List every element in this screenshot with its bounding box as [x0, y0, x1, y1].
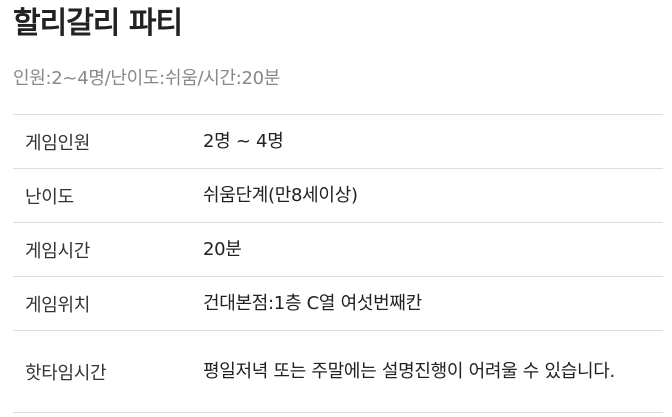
row-label: 게임위치 — [25, 294, 91, 316]
row-label: 난이도 — [25, 186, 74, 208]
row-value: 쉬움단계(만8세이상) — [203, 185, 358, 206]
table-row-location: 게임위치 건대본점:1층 C열 여섯번째칸 — [13, 276, 663, 331]
row-label: 게임시간 — [25, 240, 91, 262]
table-row-players: 게임인원 2명 ~ 4명 — [13, 114, 663, 169]
page-title: 할리갈리 파티 — [13, 6, 183, 41]
table-row-hot-time: 핫타임시간 평일저녁 또는 주말에는 설명진행이 어려울 수 있습니다. — [13, 330, 663, 413]
table-row-play-time: 게임시간 20분 — [13, 222, 663, 277]
table-row-difficulty: 난이도 쉬움단계(만8세이상) — [13, 168, 663, 223]
row-value: 평일저녁 또는 주말에는 설명진행이 어려울 수 있습니다. — [203, 361, 615, 382]
row-value: 건대본점:1층 C열 여섯번째칸 — [203, 293, 422, 314]
game-summary: 인원:2~4명/난이도:쉬움/시간:20분 — [13, 68, 281, 89]
row-value: 20분 — [203, 239, 242, 260]
row-label: 게임인원 — [25, 132, 91, 154]
row-label: 핫타임시간 — [25, 362, 107, 384]
game-info-table: 게임인원 2명 ~ 4명 난이도 쉬움단계(만8세이상) 게임시간 20분 게임… — [13, 114, 663, 413]
row-value: 2명 ~ 4명 — [203, 131, 284, 152]
